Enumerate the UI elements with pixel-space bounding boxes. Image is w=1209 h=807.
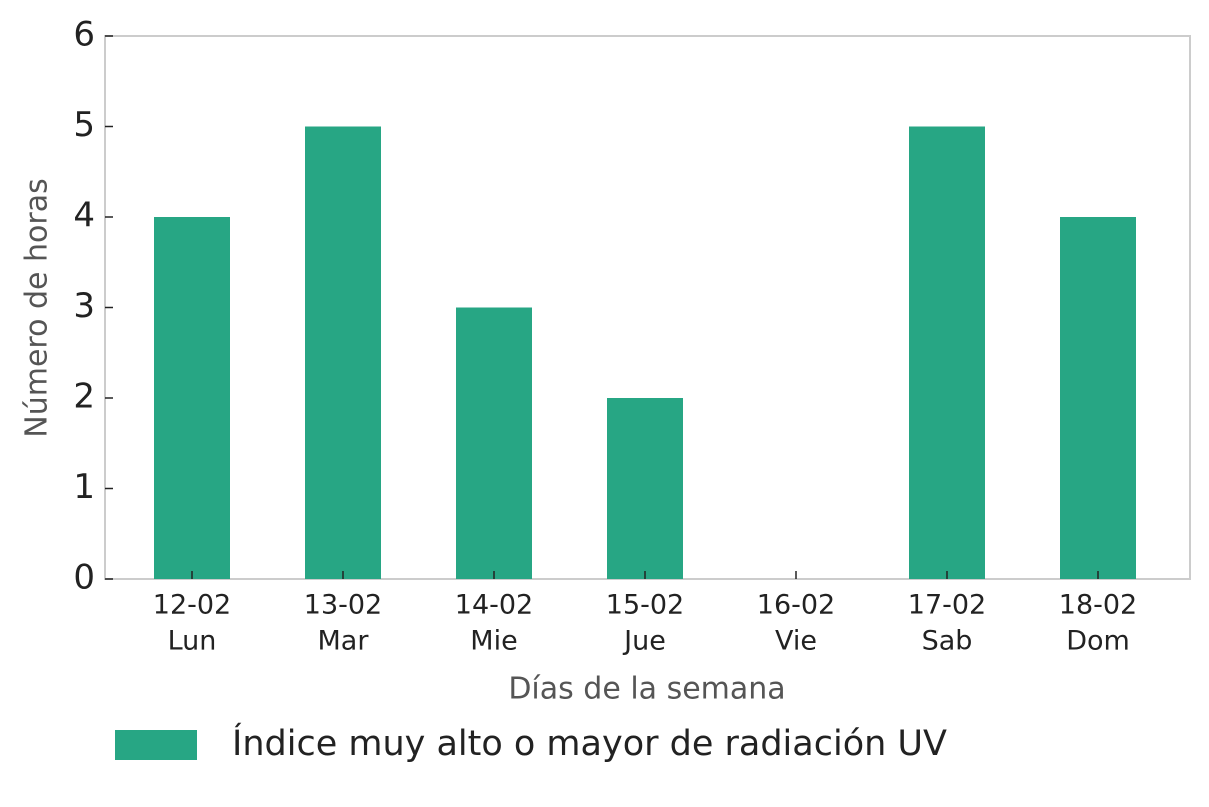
- y-tick-label: 0: [73, 558, 95, 598]
- x-tick-label: 15-02: [606, 590, 684, 621]
- x-tick-label: Dom: [1066, 626, 1130, 657]
- y-tick-label: 4: [73, 196, 95, 236]
- x-tick-label: Sab: [922, 626, 973, 657]
- x-tick-label: Lun: [168, 626, 217, 657]
- legend-label: Índice muy alto o mayor de radiación UV: [232, 722, 947, 764]
- x-tick-label: Vie: [775, 626, 817, 657]
- x-tick-label: Mie: [470, 626, 517, 657]
- legend-swatch: [115, 730, 197, 760]
- y-tick-label: 2: [73, 377, 95, 417]
- y-tick-label: 3: [73, 286, 95, 326]
- bar: [909, 126, 985, 579]
- x-tick-label: 18-02: [1059, 590, 1137, 621]
- bar: [154, 217, 230, 579]
- x-axis-label: Días de la semana: [508, 672, 785, 707]
- x-tick-label: 17-02: [908, 590, 986, 621]
- x-tick-label: Mar: [318, 626, 370, 657]
- y-axis-label: Número de horas: [20, 178, 55, 437]
- x-tick-label: 13-02: [304, 590, 382, 621]
- x-tick-label: 14-02: [455, 590, 533, 621]
- bar: [305, 126, 381, 579]
- y-tick-label: 5: [73, 105, 95, 145]
- x-tick-label: 12-02: [153, 590, 231, 621]
- bar: [607, 398, 683, 579]
- y-tick-label: 1: [73, 467, 95, 507]
- y-tick-label: 6: [73, 15, 95, 55]
- x-tick-label: Jue: [622, 626, 666, 657]
- x-tick-label: 16-02: [757, 590, 835, 621]
- bar: [456, 307, 532, 579]
- bar: [1060, 217, 1136, 579]
